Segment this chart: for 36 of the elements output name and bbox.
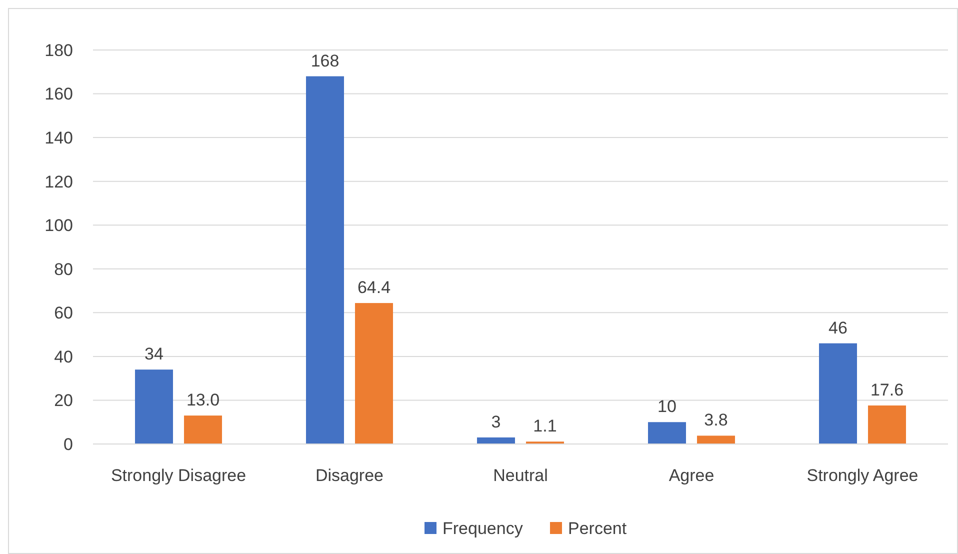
y-tick-label: 0 (64, 434, 73, 454)
y-tick-label: 160 (44, 84, 73, 104)
y-tick-label: 120 (44, 172, 73, 192)
x-tick-label: Strongly Agree (806, 466, 918, 485)
x-tick-label: Strongly Disagree (110, 466, 246, 485)
data-label: 168 (310, 51, 340, 70)
data-label: 34 (144, 344, 164, 364)
x-tick-label: Agree (668, 466, 714, 485)
bar (648, 422, 686, 444)
data-label: 46 (828, 318, 848, 338)
bar (306, 76, 344, 444)
x-tick-label: Neutral (493, 466, 548, 485)
bar (868, 405, 906, 444)
x-tick-label: Disagree (315, 466, 384, 485)
bar (355, 303, 393, 444)
bar (819, 343, 857, 444)
data-label: 3 (491, 412, 501, 432)
data-label: 17.6 (870, 380, 904, 400)
y-tick-label: 140 (44, 128, 73, 148)
bar (477, 437, 515, 444)
bar (184, 416, 222, 444)
data-label: 3.8 (704, 410, 728, 430)
y-tick-label: 60 (54, 304, 73, 323)
bar (135, 370, 173, 444)
data-label: 1.1 (533, 416, 557, 436)
y-tick-label: 100 (44, 216, 73, 236)
y-tick-label: 80 (54, 260, 73, 279)
data-label: 10 (658, 397, 676, 416)
y-tick-label: 40 (54, 347, 73, 366)
data-label: 13.0 (186, 390, 220, 410)
y-tick-label: 180 (44, 40, 73, 60)
legend-label: Frequency (442, 518, 524, 538)
y-tick-label: 20 (54, 391, 73, 410)
bar (697, 436, 735, 444)
legend-label: Percent (568, 518, 627, 538)
data-label: 64.4 (357, 278, 391, 298)
